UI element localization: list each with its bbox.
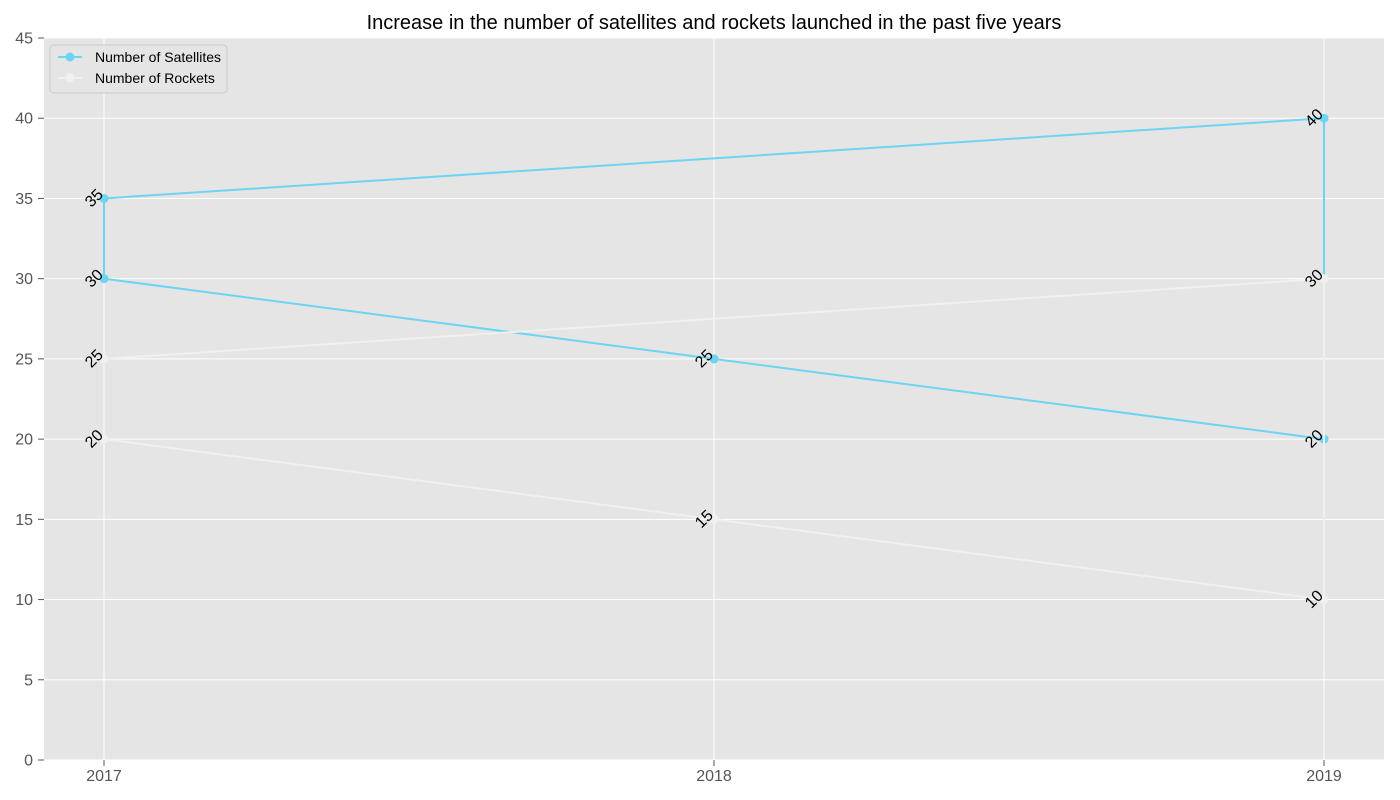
y-tick-label: 10	[15, 592, 33, 609]
y-tick-label: 20	[15, 432, 33, 449]
y-tick-label: 40	[15, 111, 33, 128]
data-point-rockets	[1319, 274, 1329, 284]
y-tick-label: 25	[15, 351, 33, 368]
legend-box	[49, 44, 228, 94]
x-tick-label: 2019	[1306, 768, 1342, 785]
y-tick-label: 5	[24, 672, 33, 689]
y-tick-label: 35	[15, 191, 33, 208]
series-layer	[99, 113, 1329, 605]
legend-rockets-label: Number of Rockets	[95, 70, 215, 86]
data-point-satellites	[1319, 113, 1329, 123]
data-point-satellites	[99, 193, 109, 203]
axes: 0 5 10 15 20 25 30 35 40 45 2017 2018 2019	[15, 31, 1342, 786]
data-point-rockets	[709, 514, 719, 524]
legend: Number of Satellites Number of Rockets	[49, 44, 228, 94]
data-point-rockets	[1319, 595, 1329, 605]
data-point-satellites	[709, 354, 719, 364]
y-tick-label: 15	[15, 512, 33, 529]
y-tick-label: 45	[15, 31, 33, 48]
legend-satellites-marker	[65, 52, 75, 62]
y-tick-label: 30	[15, 271, 33, 288]
x-tick-label: 2017	[86, 768, 122, 785]
data-point-rockets	[99, 354, 109, 364]
data-point-rockets	[99, 434, 109, 444]
series-line-rockets	[103, 277, 1325, 601]
data-point-satellites	[99, 274, 109, 284]
legend-rockets-marker	[65, 73, 75, 83]
y-tick-label: 0	[24, 753, 33, 770]
series-line-satellites	[103, 117, 1325, 441]
x-tick-label: 2018	[696, 768, 732, 785]
legend-satellites-label: Number of Satellites	[95, 49, 221, 65]
chart-title: Increase in the number of satellites and…	[367, 12, 1062, 34]
